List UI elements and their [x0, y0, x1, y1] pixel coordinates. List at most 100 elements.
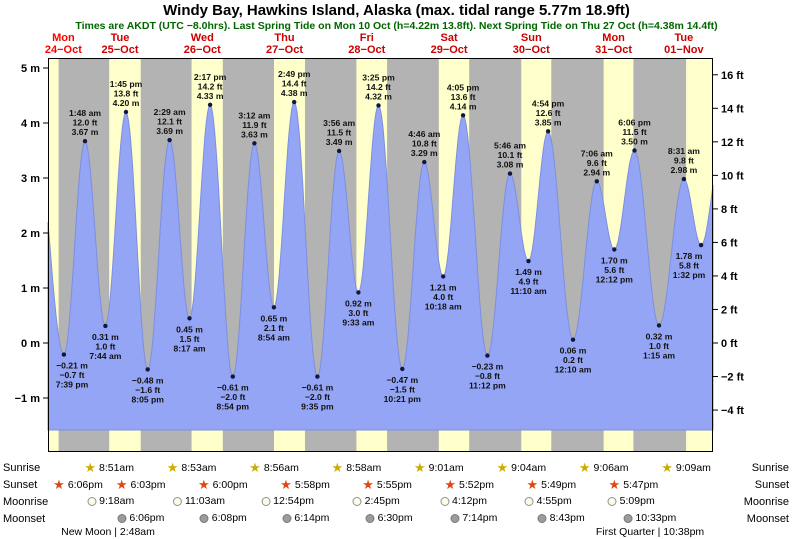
new-moon-label: New Moon | 2:48am [61, 526, 155, 538]
day-name: Tue [674, 32, 694, 44]
moonset-entry: 10:33pm [623, 512, 676, 524]
day-label: Sun 30−Oct [513, 32, 550, 56]
moonrise-icon [87, 496, 97, 506]
sunrise-entry: ★ 8:58am [332, 461, 382, 474]
day-date: 29−Oct [430, 43, 468, 56]
tide-extreme-dot [82, 139, 88, 144]
low-tide-annotation: 0.31 m 1.0 ft 7:44 am [89, 332, 121, 361]
astro-row-sunset: Sunset Sunset ★ 6:06pm ★ 6:03pm ★ 6:00pm ★ 5:58pm… [0, 478, 793, 495]
sunrise-row-label-left: Sunrise [3, 462, 41, 474]
sunrise-icon: ★ [249, 460, 261, 475]
sunset-time: 5:55pm [376, 478, 412, 491]
astro-row-moonset: Moonset Moonset 6:06pm 6:08pm 6:14pm 6:30pm 7:… [0, 512, 793, 529]
day-name: Tue [110, 32, 130, 44]
sunset-entry: ★ 5:58pm [280, 478, 330, 491]
sunrise-icon: ★ [578, 460, 591, 475]
low-tide-annotation: −0.21 m −0.7 ft 7:39 pm [56, 361, 89, 390]
day-name: Sun [520, 32, 542, 44]
tide-extreme-dot [545, 129, 551, 134]
tide-extreme-dot [103, 323, 108, 329]
moonrise-time: 5:09pm [619, 495, 655, 507]
low-tide-annotation: 0.65 m 2.1 ft 8:54 am [258, 313, 290, 342]
day-date: 31−Oct [595, 43, 633, 56]
moonset-time: 10:33pm [635, 512, 677, 524]
moonset-icon [199, 513, 209, 523]
day-label: Thu 27−Oct [266, 32, 303, 56]
tide-extreme-dot [167, 137, 172, 143]
moonset-time: 6:30pm [377, 512, 413, 524]
tide-extreme-dot [422, 159, 427, 165]
day-label: Mon 24−Oct [44, 32, 82, 56]
sunrise-time: 9:06am [593, 461, 629, 474]
tide-extreme-dot [271, 305, 277, 310]
sunrise-entry: ★ 8:56am [249, 461, 299, 474]
high-tide-annotation: 2:29 am 12.1 ft 3.69 m [154, 107, 186, 136]
moonset-icon [623, 513, 633, 523]
moonrise-entry: 9:18am [87, 495, 134, 507]
sunrise-time: 8:56am [263, 461, 299, 474]
spring-tide-subtitle: Times are AKDT (UTC −8.0hrs). Last Sprin… [75, 20, 718, 32]
moonrise-time: 2:45pm [364, 495, 400, 507]
day-label: Fri 28−Oct [348, 32, 385, 56]
y-axis-label-meters: 3 m [21, 173, 40, 185]
moonset-icon [365, 513, 375, 523]
low-tide-annotation: −0.47 m −1.5 ft 10:21 pm [384, 375, 422, 404]
sunrise-icon: ★ [331, 460, 344, 475]
sunset-icon: ★ [608, 477, 621, 492]
sunset-icon: ★ [197, 477, 210, 492]
plot-frame [48, 58, 713, 452]
day-label: Tue 01−Nov [664, 32, 704, 56]
high-tide-annotation: 4:05 pm 13.6 ft 4.14 m [447, 82, 480, 111]
sunset-entry: ★ 5:49pm [526, 478, 576, 491]
sunset-row-label-left: Sunset [3, 479, 38, 491]
moonrise-time: 4:12pm [451, 495, 488, 507]
high-tide-annotation: 8:31 am 9.8 ft 2.98 m [668, 146, 700, 175]
sunrise-icon: ★ [661, 460, 673, 475]
moonrise-icon [524, 496, 534, 506]
sunrise-icon: ★ [496, 460, 509, 475]
y-axis-label-feet: 6 ft [721, 237, 738, 249]
sunrise-time: 9:04am [511, 461, 547, 474]
sunset-entry: ★ 5:52pm [444, 478, 494, 491]
high-tide-annotation: 6:06 pm 11.5 ft 3.50 m [618, 118, 651, 147]
low-tide-annotation: 1.78 m 5.8 ft 1:32 pm [673, 251, 706, 280]
tide-extreme-dot [570, 337, 576, 342]
astro-row-sunrise: Sunrise Sunrise ★ 8:51am ★ 8:53am ★ 8:56am ★ 8:58… [0, 461, 793, 478]
y-axis-label-meters: 1 m [21, 283, 40, 295]
high-tide-annotation: 2:49 pm 14.4 ft 4.38 m [278, 69, 311, 98]
sunset-time: 5:52pm [459, 478, 495, 491]
sunset-row-label-right: Sunset [754, 479, 789, 491]
moonset-time: 7:14pm [462, 512, 498, 524]
day-date: 24−Oct [44, 43, 82, 56]
tide-extreme-dot [315, 374, 320, 379]
sunrise-time: 9:09am [675, 461, 711, 474]
sunset-time: 5:58pm [294, 478, 330, 491]
moonrise-entry: 5:09pm [607, 495, 655, 507]
moonrise-row-label-right: Moonrise [743, 496, 789, 508]
high-tide-annotation: 1:48 am 12.0 ft 3.67 m [69, 108, 101, 137]
low-tide-annotation: 1.21 m 4.0 ft 10:18 am [425, 282, 462, 311]
tide-extreme-dot [252, 141, 257, 146]
high-tide-annotation: 3:56 am 11.5 ft 3.49 m [323, 118, 355, 147]
y-axis-label-meters: 0 m [21, 338, 40, 350]
moonset-time: 6:08pm [211, 512, 247, 524]
moonrise-icon [352, 496, 362, 506]
y-axis-label-feet: 16 ft [721, 70, 744, 82]
moonset-row-label-right: Moonset [746, 513, 789, 525]
y-axis-label-feet: 8 ft [721, 204, 738, 216]
tide-extreme-dot [123, 109, 129, 115]
low-tide-annotation: 0.32 m 1.0 ft 1:15 am [643, 331, 675, 360]
moonset-time: 8:43pm [549, 512, 585, 524]
tide-extreme-dot [698, 242, 704, 248]
sunset-time: 6:06pm [67, 478, 103, 491]
tide-extreme-dot [460, 113, 466, 118]
tide-extreme-dot [61, 352, 67, 357]
high-tide-annotation: 5:46 am 10.1 ft 3.08 m [494, 141, 526, 170]
day-name: Mon [52, 32, 75, 44]
low-tide-annotation: −0.23 m −0.8 ft 11:12 pm [469, 362, 506, 391]
sunrise-time: 8:51am [99, 461, 135, 474]
moonset-row-label-left: Moonset [3, 513, 46, 525]
moonset-entry: 6:30pm [365, 512, 413, 524]
day-date: 01−Nov [664, 43, 704, 56]
sunset-time: 6:03pm [130, 478, 166, 491]
